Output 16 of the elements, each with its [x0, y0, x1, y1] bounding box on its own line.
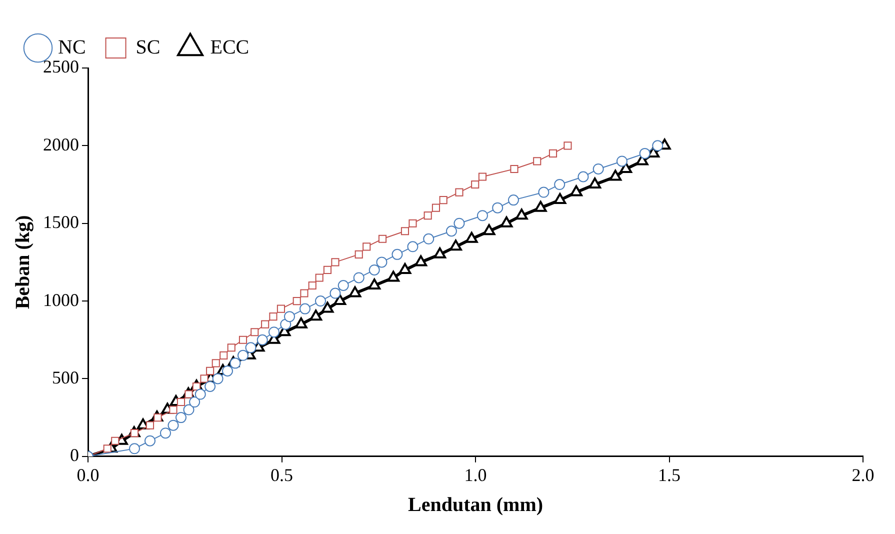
- legend-label: ECC: [210, 36, 250, 58]
- legend-label: SC: [136, 36, 160, 58]
- y-axis-title: Beban (kg): [12, 215, 34, 310]
- x-tick-label: 1.5: [658, 464, 680, 485]
- y-tick-label: 1000: [43, 290, 79, 310]
- y-tick-label: 0: [70, 445, 79, 466]
- x-tick-label: 1.0: [464, 464, 487, 485]
- y-tick-label: 2000: [43, 134, 79, 154]
- x-tick-label: 0.5: [270, 464, 293, 485]
- x-tick-label: 0.0: [76, 464, 100, 485]
- y-tick-label: 1500: [43, 212, 79, 232]
- y-tick-label: 500: [52, 367, 79, 388]
- y-tick-label: 2500: [43, 56, 79, 77]
- legend-label: NC: [58, 36, 86, 58]
- x-axis-title: Lendutan (mm): [408, 494, 544, 516]
- x-tick-label: 2.0: [852, 464, 874, 485]
